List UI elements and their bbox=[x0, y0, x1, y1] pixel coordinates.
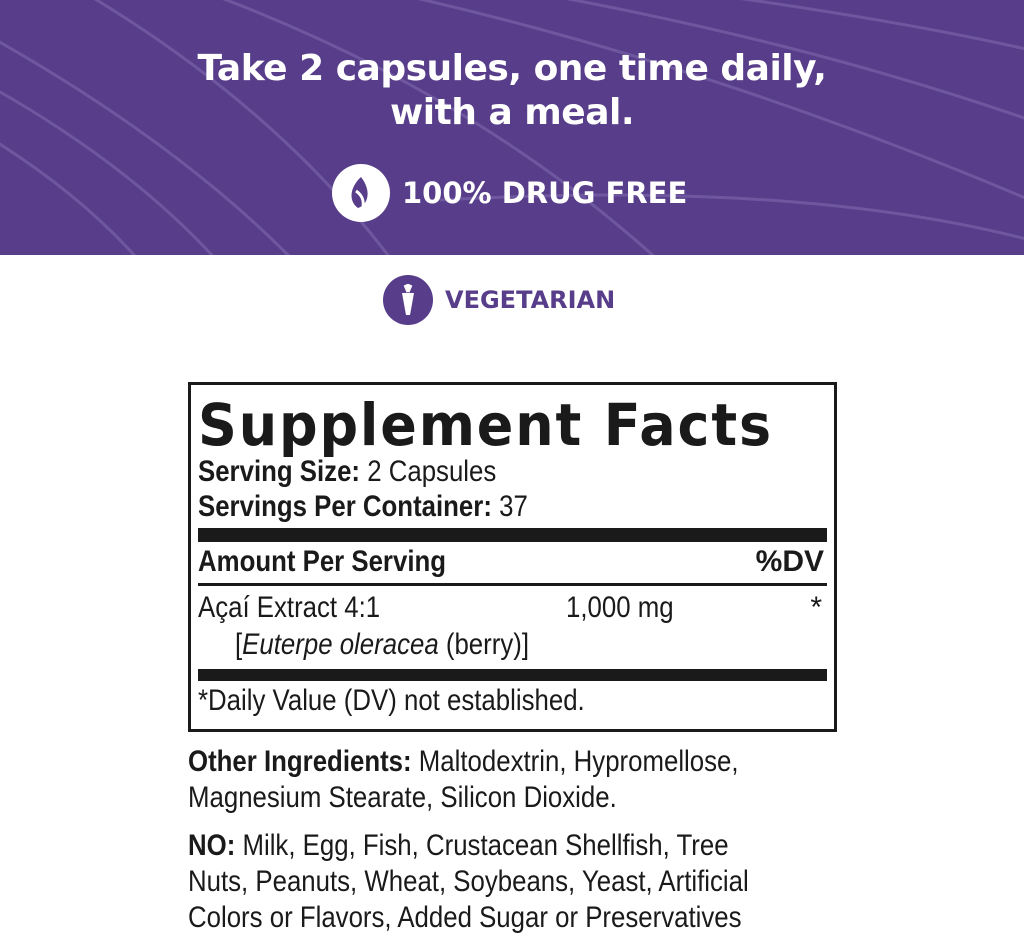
carrot-icon bbox=[383, 275, 433, 325]
ingredient-source: (berry)] bbox=[438, 628, 529, 661]
other-ingredients-label: Other Ingredients: bbox=[188, 745, 412, 778]
thin-divider bbox=[198, 583, 827, 586]
dv-footnote: *Daily Value (DV) not established. bbox=[198, 684, 585, 717]
allergen-line-3: Colors or Flavors, Added Sugar or Preser… bbox=[188, 901, 742, 934]
bracket: [ bbox=[235, 628, 243, 661]
serving-size-value: 2 Capsules bbox=[367, 455, 497, 488]
directions-line-2: with a meal. bbox=[389, 92, 635, 133]
directions-line-1: Take 2 capsules, one time daily, bbox=[197, 48, 827, 89]
thick-divider bbox=[198, 528, 827, 542]
ingredient-name: Açaí Extract 4:1 bbox=[198, 591, 381, 624]
servings-value: 37 bbox=[499, 490, 528, 523]
allergen-line-1: Milk, Egg, Fish, Crustacean Shellfish, T… bbox=[242, 829, 729, 862]
no-label: NO: bbox=[188, 829, 236, 862]
ingredient-dv: * bbox=[810, 591, 822, 624]
ingredient-amount: 1,000 mg bbox=[566, 591, 674, 624]
supplement-facts-panel: Supplement Facts Serving Size: 2 Capsule… bbox=[188, 382, 837, 732]
dv-header: %DV bbox=[755, 545, 824, 578]
serving-size-label: Serving Size: bbox=[198, 455, 361, 488]
amount-header: Amount Per Serving bbox=[198, 545, 447, 578]
decorative-wave-lines bbox=[0, 0, 1024, 255]
other-ingredients-line-2: Magnesium Stearate, Silicon Dioxide. bbox=[188, 781, 617, 814]
ingredient-latin-name: Euterpe oleracea bbox=[242, 628, 439, 661]
drug-free-label: 100% DRUG FREE bbox=[402, 176, 688, 210]
leaf-icon bbox=[332, 164, 390, 222]
allergen-line-2: Nuts, Peanuts, Wheat, Soybeans, Yeast, A… bbox=[188, 865, 749, 898]
vegetarian-label: VEGETARIAN bbox=[445, 286, 616, 314]
other-ingredients-line-1: Maltodextrin, Hypromellose, bbox=[418, 745, 739, 778]
facts-title: Supplement Facts bbox=[198, 391, 774, 459]
directions-banner: Take 2 capsules, one time daily, with a … bbox=[0, 0, 1024, 255]
thick-divider bbox=[198, 669, 827, 681]
servings-label: Servings Per Container: bbox=[198, 490, 492, 523]
